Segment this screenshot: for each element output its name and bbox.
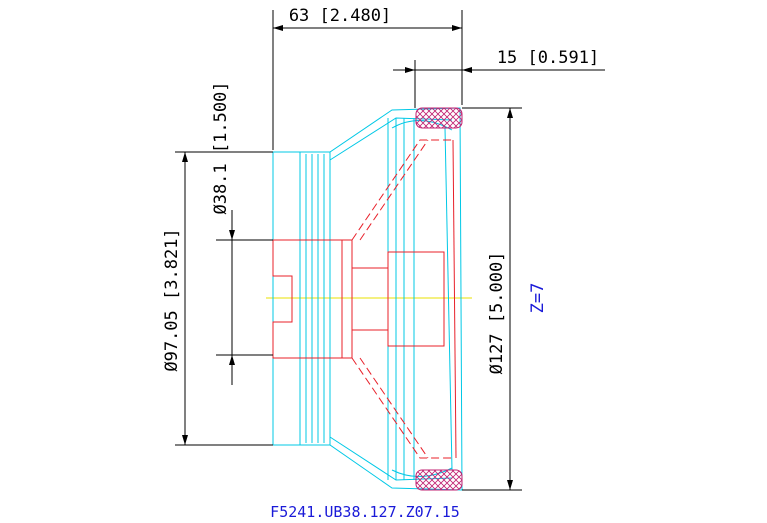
motor-outline	[272, 139, 457, 459]
dimension-label: 63 [2.480]	[289, 6, 391, 26]
body-outline	[272, 107, 463, 491]
dimension-label: Ø127 [5.000]	[487, 252, 507, 375]
surround-top	[415, 107, 463, 129]
dim-15: 15 [0.591]	[393, 48, 605, 108]
dimension-label: Ø97.05 [3.821]	[162, 228, 182, 371]
dim-97: Ø97.05 [3.821]	[162, 151, 273, 446]
dim-38: Ø38.1 [1.500]	[211, 81, 273, 385]
dimension-label: Ø38.1 [1.500]	[211, 81, 231, 214]
annotation: Z=7	[528, 283, 548, 314]
dimension-label: 15 [0.591]	[497, 48, 599, 68]
surround-bottom	[415, 469, 463, 491]
part-number: F5241.UB38.127.Z07.15	[270, 503, 460, 521]
dim-63: 63 [2.480]	[272, 6, 463, 150]
dim-127: Ø127 [5.000]	[462, 107, 522, 491]
